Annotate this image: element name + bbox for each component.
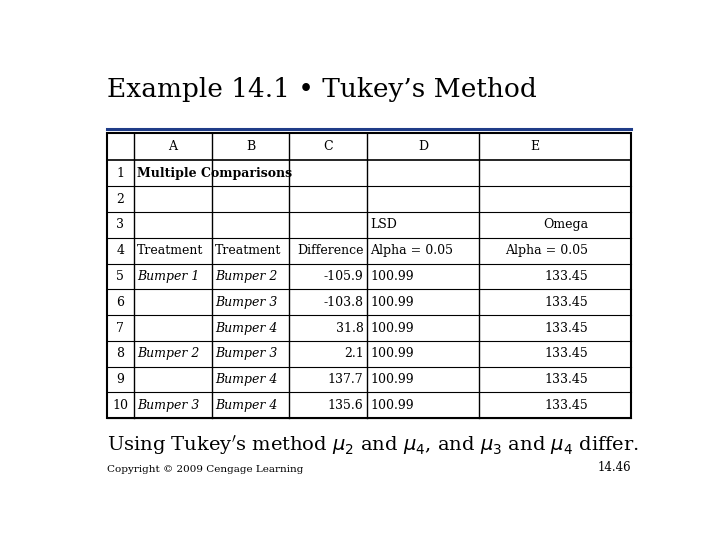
- Text: 10: 10: [112, 399, 128, 412]
- Text: Using Tukey$'$s method $\mu_2$ and $\mu_4$, and $\mu_3$ and $\mu_4$ differ.: Using Tukey$'$s method $\mu_2$ and $\mu_…: [107, 433, 639, 457]
- Text: Omega: Omega: [543, 218, 588, 231]
- Text: 133.45: 133.45: [544, 321, 588, 334]
- Text: Bumper 3: Bumper 3: [215, 296, 277, 309]
- Text: -103.8: -103.8: [323, 296, 364, 309]
- Text: 100.99: 100.99: [370, 296, 414, 309]
- Text: Difference: Difference: [297, 244, 364, 257]
- Text: Bumper 3: Bumper 3: [215, 347, 277, 360]
- Text: Example 14.1 • Tukey’s Method: Example 14.1 • Tukey’s Method: [107, 77, 536, 102]
- Text: Bumper 4: Bumper 4: [215, 321, 277, 334]
- Text: Treatment: Treatment: [138, 244, 204, 257]
- Text: Alpha = 0.05: Alpha = 0.05: [505, 244, 588, 257]
- Text: 31.8: 31.8: [336, 321, 364, 334]
- Text: 133.45: 133.45: [544, 373, 588, 386]
- Text: Bumper 4: Bumper 4: [215, 373, 277, 386]
- Text: 100.99: 100.99: [370, 347, 414, 360]
- Text: Bumper 2: Bumper 2: [215, 270, 277, 283]
- Text: Bumper 4: Bumper 4: [215, 399, 277, 412]
- Text: 5: 5: [117, 270, 125, 283]
- Text: B: B: [246, 140, 255, 153]
- Text: Bumper 3: Bumper 3: [138, 399, 199, 412]
- Text: D: D: [418, 140, 428, 153]
- Text: 6: 6: [117, 296, 125, 309]
- Text: A: A: [168, 140, 177, 153]
- Text: 137.7: 137.7: [328, 373, 364, 386]
- Text: Alpha = 0.05: Alpha = 0.05: [370, 244, 454, 257]
- Text: Copyright © 2009 Cengage Learning: Copyright © 2009 Cengage Learning: [107, 465, 303, 474]
- Text: 133.45: 133.45: [544, 270, 588, 283]
- Text: E: E: [531, 140, 540, 153]
- Text: Bumper 1: Bumper 1: [138, 270, 199, 283]
- Text: Treatment: Treatment: [215, 244, 282, 257]
- Text: 8: 8: [117, 347, 125, 360]
- Text: C: C: [323, 140, 333, 153]
- Text: 7: 7: [117, 321, 125, 334]
- Text: 14.46: 14.46: [598, 461, 631, 474]
- Text: Multiple Comparisons: Multiple Comparisons: [138, 167, 292, 180]
- Text: 100.99: 100.99: [370, 270, 414, 283]
- Text: 133.45: 133.45: [544, 399, 588, 412]
- Text: 135.6: 135.6: [328, 399, 364, 412]
- Text: 4: 4: [117, 244, 125, 257]
- Text: 100.99: 100.99: [370, 321, 414, 334]
- Text: 100.99: 100.99: [370, 373, 414, 386]
- Text: 9: 9: [117, 373, 125, 386]
- Text: 100.99: 100.99: [370, 399, 414, 412]
- Text: LSD: LSD: [370, 218, 397, 231]
- Text: Bumper 2: Bumper 2: [138, 347, 199, 360]
- Text: 1: 1: [117, 167, 125, 180]
- Text: -105.9: -105.9: [324, 270, 364, 283]
- Text: 3: 3: [117, 218, 125, 231]
- Text: 133.45: 133.45: [544, 347, 588, 360]
- Text: 2.1: 2.1: [344, 347, 364, 360]
- Text: 2: 2: [117, 193, 125, 206]
- Text: 133.45: 133.45: [544, 296, 588, 309]
